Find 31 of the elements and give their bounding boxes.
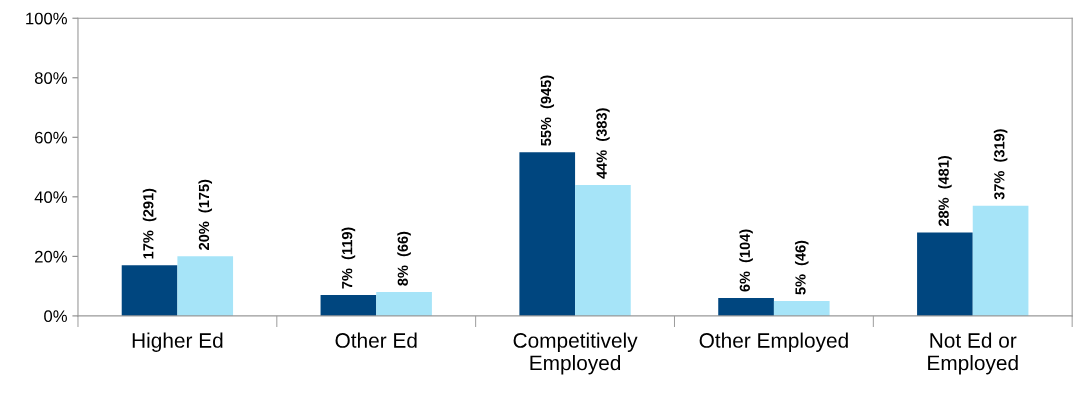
data-label: 44% (383)	[596, 108, 610, 179]
y-tick-label: 80%	[34, 72, 67, 84]
y-tick-label: 60%	[35, 131, 67, 144]
bar	[773, 301, 830, 316]
y-tick-label: 20%	[35, 250, 67, 263]
data-label: 20% (175)	[198, 179, 213, 250]
bar	[177, 256, 234, 316]
bar	[376, 292, 432, 316]
x-tick-label: Not Ed or Employed	[928, 332, 1018, 375]
data-label: 37% (319)	[993, 129, 1008, 200]
data-label: 55% (945)	[540, 75, 555, 146]
bar	[575, 184, 631, 316]
bar	[121, 265, 178, 316]
data-label: 7% (119)	[341, 227, 356, 289]
data-label: 8% (66)	[397, 231, 411, 286]
data-label: 5% (46)	[794, 240, 809, 295]
data-label: 28% (481)	[938, 155, 952, 227]
data-label: 6% (104)	[739, 229, 753, 292]
bar	[972, 205, 1029, 316]
bar	[519, 152, 576, 316]
data-label: 17% (291)	[142, 188, 157, 259]
bar	[917, 232, 973, 316]
x-tick-label: Other Employed	[699, 332, 848, 352]
y-tick-label: 100%	[26, 12, 67, 25]
bar	[320, 295, 377, 316]
bar	[718, 298, 774, 316]
x-tick-label: Competitively Employed	[513, 332, 638, 375]
x-tick-label: Higher Ed	[132, 332, 223, 352]
y-tick-label: 0%	[44, 310, 67, 323]
y-tick-label: 40%	[34, 191, 67, 204]
x-tick-label: Other Ed	[335, 332, 417, 348]
